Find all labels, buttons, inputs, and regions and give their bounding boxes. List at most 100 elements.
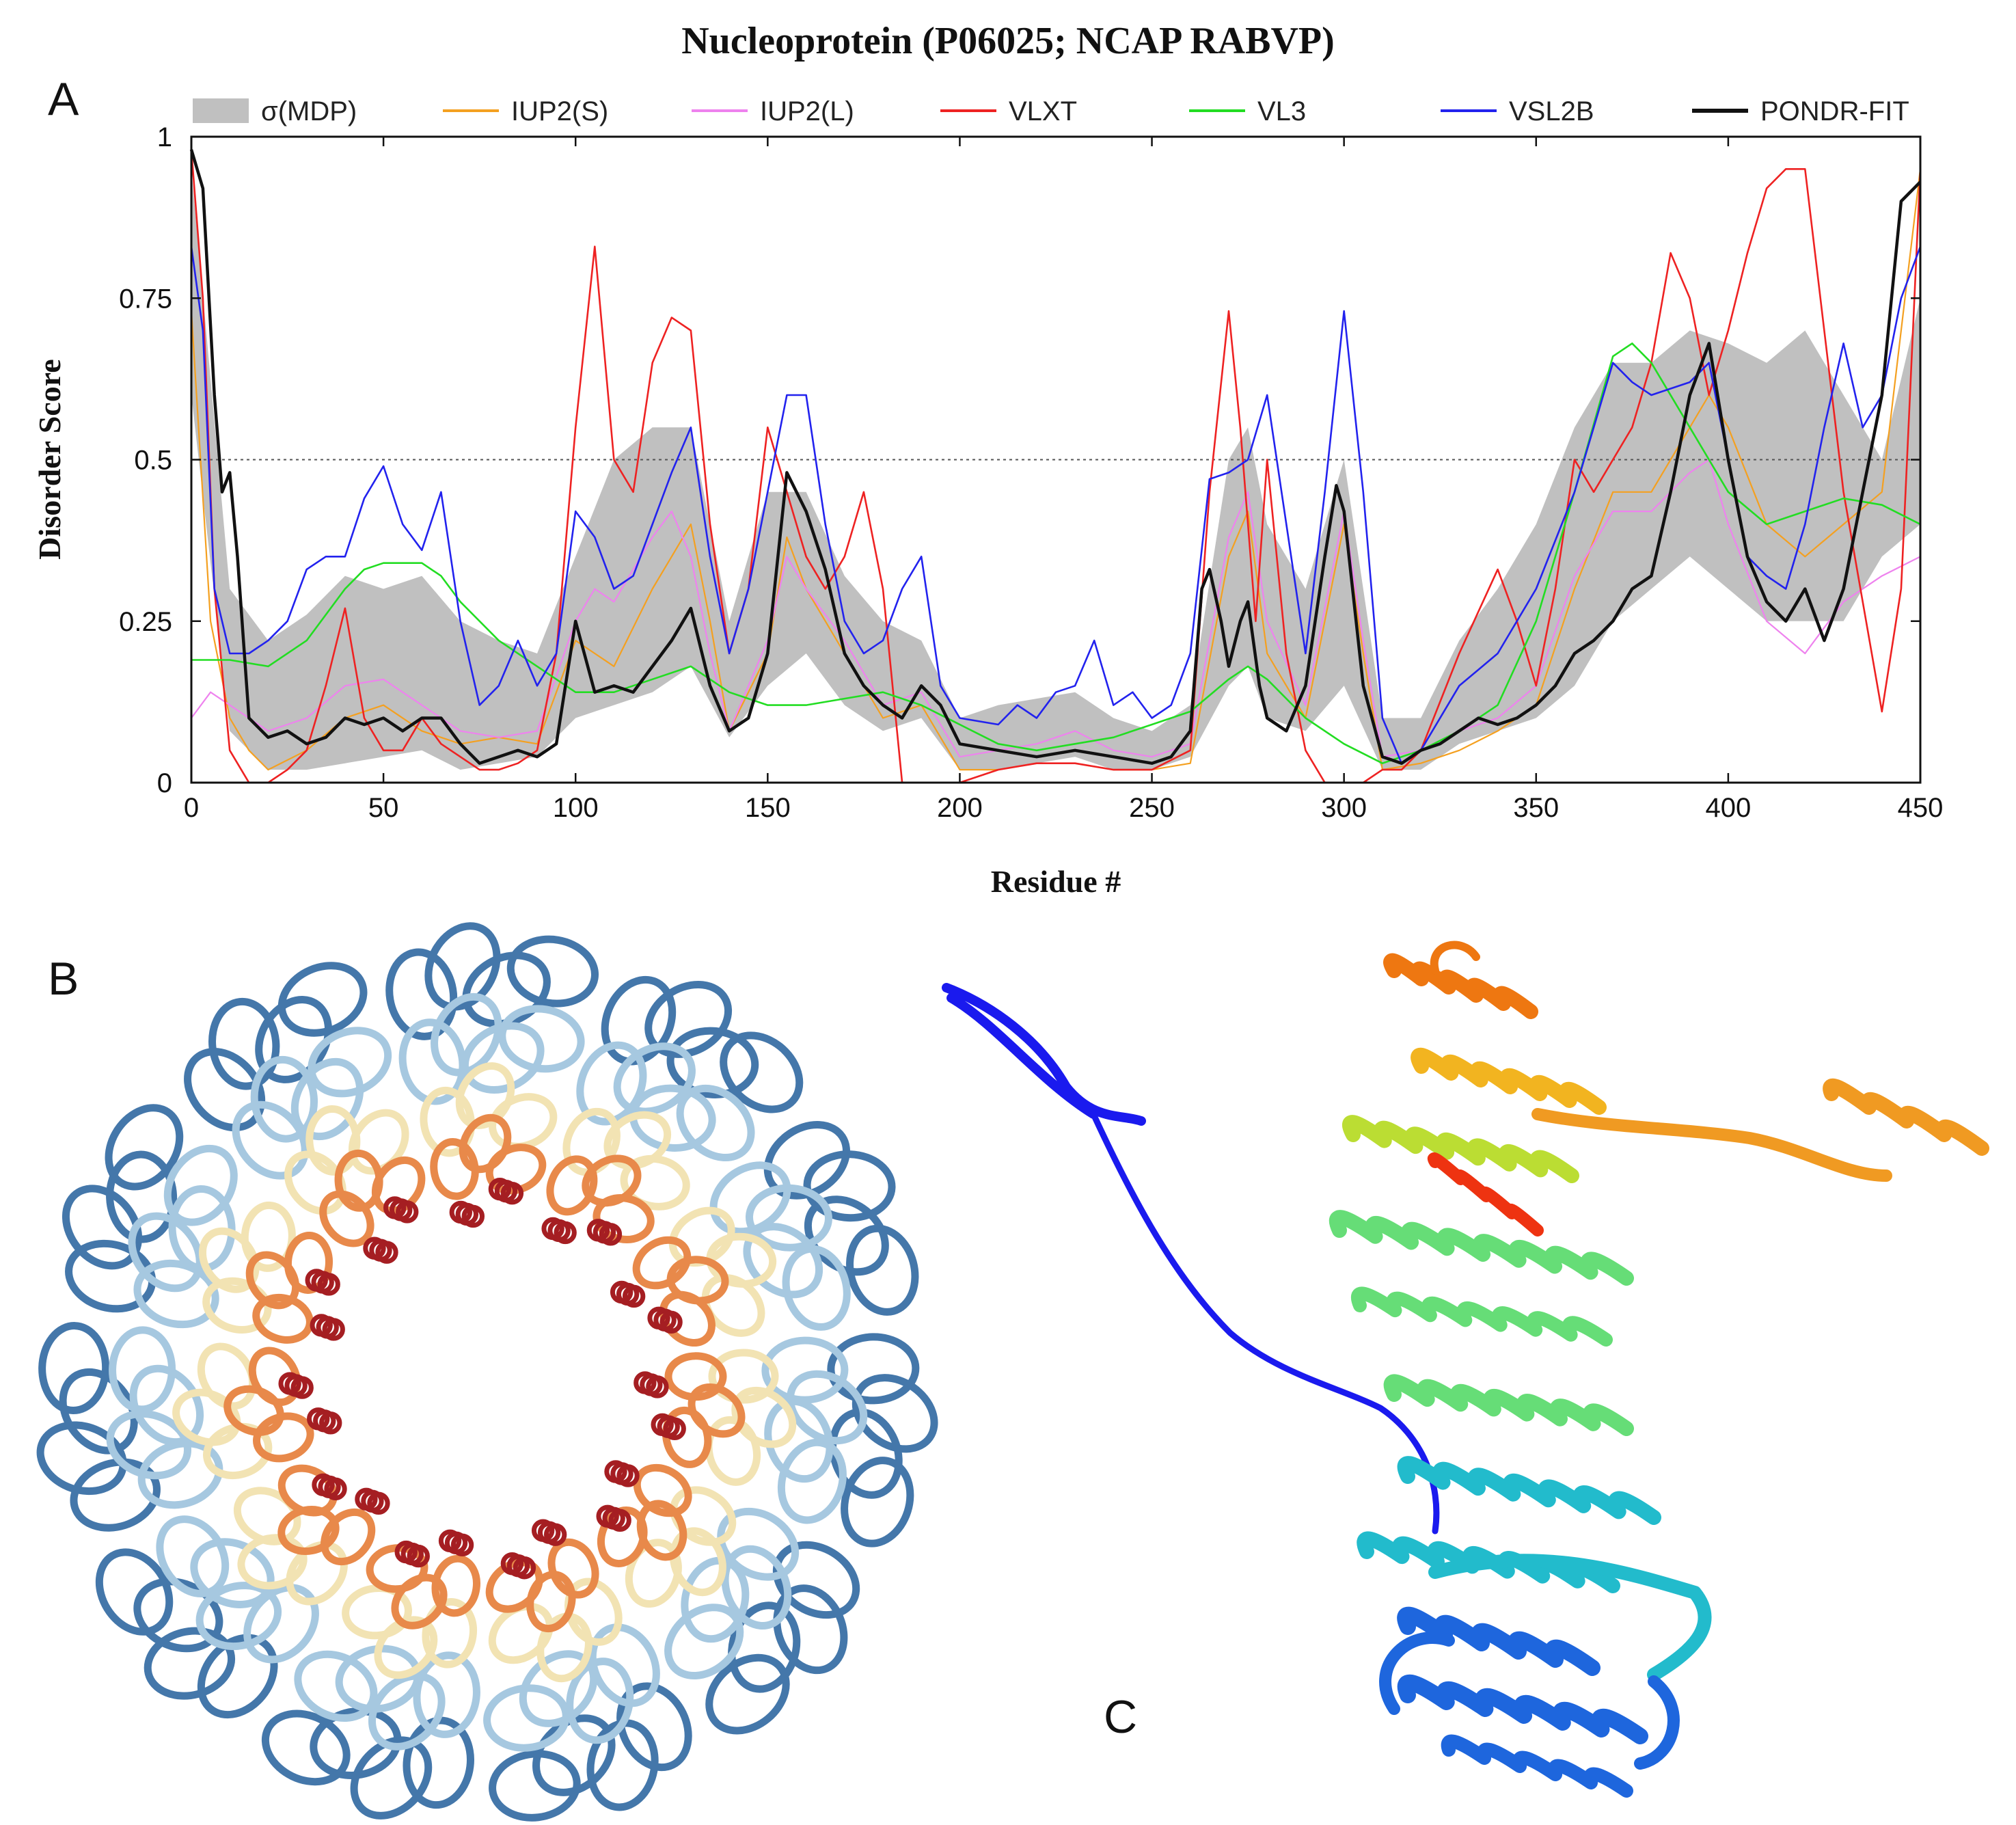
- legend-item-mdp: σ(MDP): [193, 96, 357, 126]
- ring-ribbon-loop: [203, 1422, 273, 1479]
- ring-ribbon-loop: [564, 1578, 623, 1646]
- x-axis-ticks: 0 50 100 150 200 250 300 350 400 450: [184, 137, 1944, 823]
- ribbon-helix: [1329, 1210, 1634, 1286]
- y-tick-label: 0.5: [134, 446, 172, 476]
- ribbon-helix: [1357, 1531, 1620, 1593]
- ring-ribbon-loop: [144, 1627, 236, 1700]
- ribbon-n-terminal-hairpin: [942, 983, 1146, 1126]
- ring-ribbon-loop: [489, 1093, 558, 1150]
- ring-ribbon-loop: [62, 1185, 143, 1270]
- y-tick-label: 1: [157, 122, 172, 152]
- x-tick-label: 450: [1898, 793, 1944, 823]
- ring-subunit: [36, 1322, 342, 1532]
- panel-label-a: A: [48, 73, 79, 125]
- ring-ribbon-loop: [705, 1653, 790, 1735]
- ring-ribbon-loop: [786, 1370, 868, 1445]
- ring-helix-coil: [407, 1544, 430, 1568]
- ribbon-helix-red: [1427, 1152, 1544, 1236]
- ring-ribbon-loop: [137, 1439, 223, 1509]
- ring-ribbon-loop: [133, 1259, 219, 1329]
- sigma-mdp-band: [191, 169, 1920, 770]
- x-tick-label: 150: [745, 793, 791, 823]
- ribbon-n-terminal-tail: [1090, 1111, 1440, 1535]
- ring-ribbon-loop: [462, 951, 551, 1028]
- ring-ribbon-loop: [763, 1121, 850, 1200]
- ring-ribbon-loop: [485, 1558, 543, 1613]
- ring-ribbon-loop: [566, 1658, 634, 1744]
- ring-ribbon-loop: [668, 1206, 735, 1267]
- ring-helix-coil: [616, 1464, 640, 1487]
- ring-subunit: [385, 922, 599, 1228]
- ribbon-helix: [1411, 1047, 1607, 1115]
- ring-ribbon-loop: [398, 1018, 467, 1105]
- ring-ribbon-loop: [248, 1347, 301, 1407]
- ring-ribbon-loop: [746, 1184, 832, 1252]
- ring-ribbon-loop: [625, 1539, 682, 1608]
- ring-structure-illustration: [36, 922, 938, 1822]
- ring-ribbon-loop: [705, 1416, 761, 1486]
- ring-ribbon-loop: [489, 1750, 581, 1822]
- ring-helix-coil: [513, 1556, 536, 1580]
- ring-ribbon-loop: [294, 1650, 378, 1722]
- ring-subunit: [634, 1333, 938, 1547]
- x-tick-label: 250: [1129, 793, 1175, 823]
- monomer-structure-illustration: [942, 941, 1989, 1798]
- ring-ribbon-loop: [195, 1582, 282, 1651]
- ribbon-helix: [1350, 1286, 1613, 1347]
- ring-ribbon-loop: [184, 1048, 266, 1132]
- ring-subunit: [95, 1464, 390, 1719]
- ring-ribbon-loop: [506, 935, 599, 1008]
- series-line-pondr-fit: [189, 149, 1922, 765]
- ring-helix-coil: [290, 1376, 314, 1399]
- ring-ribbon-loop: [109, 1326, 176, 1414]
- legend-label: PONDR-FIT: [1760, 96, 1909, 126]
- ring-subunit: [596, 1460, 860, 1735]
- ring-subunit: [261, 1529, 480, 1820]
- ring-ribbon-loop: [403, 1716, 474, 1809]
- ring-ribbon-loop: [431, 992, 502, 1077]
- ring-ribbon-loop: [243, 1584, 319, 1664]
- ring-ribbon-loop: [277, 962, 368, 1037]
- series-line-vlxt: [190, 149, 1922, 784]
- ring-subunit: [62, 1104, 345, 1344]
- ring-ribbon-loop: [717, 1507, 800, 1581]
- ring-helix-coil: [322, 1318, 345, 1341]
- ring-ribbon-loop: [659, 1290, 716, 1347]
- panel-a-disorder-chart: Nucleoprotein (P06025; NCAP RABVP) A 0 50…: [32, 20, 1943, 899]
- ring-ribbon-loop: [620, 1154, 690, 1211]
- legend-swatch: [193, 98, 249, 123]
- ring-helix-coil: [663, 1417, 686, 1440]
- ring-helix-coil: [554, 1221, 577, 1245]
- ring-ribbon-loop: [424, 922, 501, 1011]
- legend-item-vl3: VL3: [1189, 96, 1306, 126]
- ring-ribbon-loop: [59, 1368, 138, 1455]
- ring-helix-coil: [319, 1411, 342, 1435]
- ring-helix-coil: [500, 1181, 524, 1205]
- ring-ribbon-loop: [413, 1651, 480, 1738]
- y-axis-label: Disorder Score: [32, 359, 67, 559]
- ring-ribbon-loop: [852, 1374, 938, 1453]
- ring-ribbon-loop: [156, 1515, 230, 1597]
- ring-ribbon-loop: [613, 1042, 696, 1116]
- ring-ribbon-loop: [483, 1684, 570, 1752]
- ring-ribbon-loop: [284, 1150, 346, 1215]
- ring-ribbon-loop: [241, 1201, 296, 1272]
- legend-item-iup2-s: IUP2(S): [443, 96, 608, 126]
- ring-helix-coil: [450, 1533, 474, 1556]
- legend-item-vsl2b: VSL2B: [1441, 96, 1594, 126]
- ribbon-loop: [1430, 941, 1480, 975]
- ring-ribbon-loop: [308, 1027, 392, 1098]
- ring-ribbon-loop: [128, 1212, 204, 1293]
- y-tick-label: 0: [157, 768, 172, 798]
- ring-ribbon-loop: [420, 1086, 476, 1157]
- legend-item-pondr-fit: PONDR-FIT: [1692, 96, 1909, 126]
- legend-label: IUP2(S): [511, 96, 608, 126]
- legend-item-iup2-l: IUP2(L): [692, 96, 854, 126]
- chart-title: Nucleoprotein (P06025; NCAP RABVP): [681, 20, 1335, 62]
- ring-ribbon-loop: [562, 1107, 621, 1176]
- ring-ribbon-loop: [261, 1709, 351, 1786]
- ring-ribbon-loop: [133, 1578, 223, 1653]
- ring-ribbon-loop: [846, 1224, 919, 1316]
- ring-ribbon-loop: [233, 1487, 301, 1545]
- x-tick-label: 0: [184, 793, 199, 823]
